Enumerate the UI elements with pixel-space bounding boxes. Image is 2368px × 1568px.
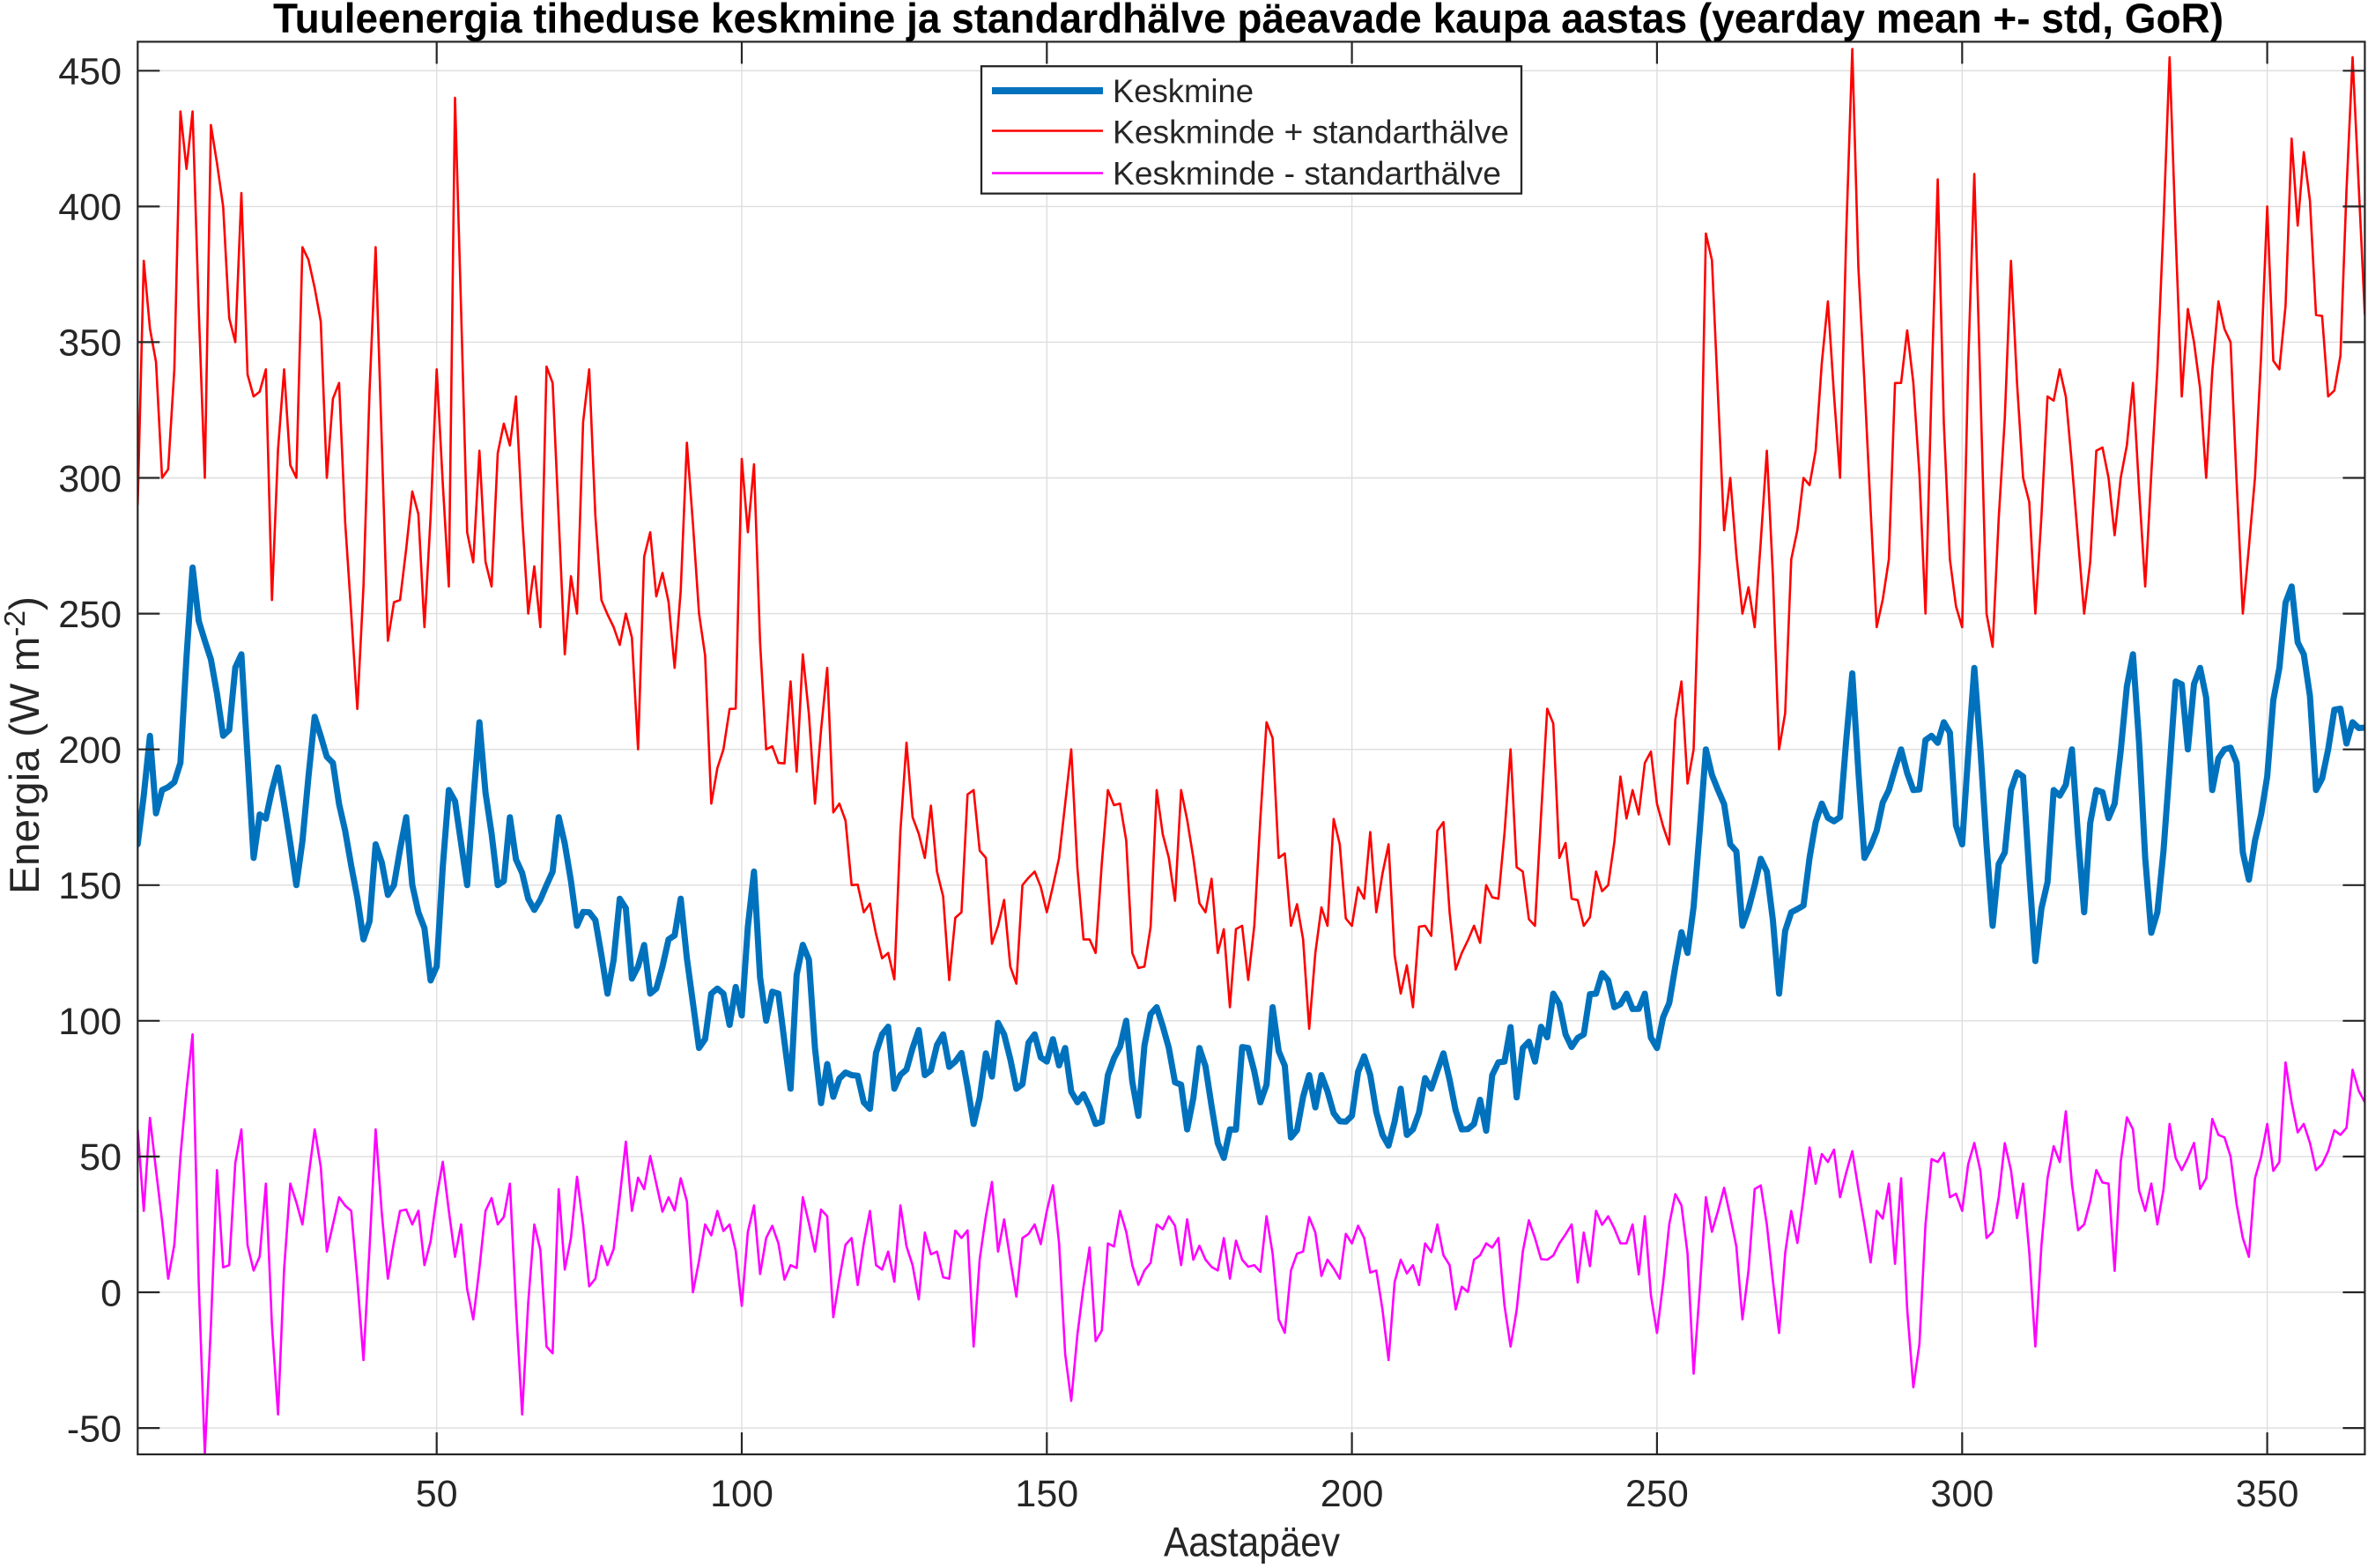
svg-text:200: 200 [58,729,122,772]
svg-text:Tuuleenergia tiheduse keskmine: Tuuleenergia tiheduse keskmine ja standa… [273,0,2224,42]
svg-text:Keskmine: Keskmine [1113,73,1254,109]
svg-text:300: 300 [58,458,122,500]
svg-text:300: 300 [1930,1473,1994,1515]
svg-text:-50: -50 [67,1408,122,1450]
svg-text:0: 0 [100,1272,122,1314]
svg-text:100: 100 [58,1001,122,1043]
svg-text:450: 450 [58,51,122,93]
svg-text:Keskminde + standarthälve: Keskminde + standarthälve [1113,115,1509,151]
svg-text:Aastapäev: Aastapäev [1164,1520,1340,1564]
svg-text:150: 150 [58,865,122,907]
svg-text:100: 100 [710,1473,773,1515]
svg-text:Energia (W m-2): Energia (W m-2) [0,596,48,894]
svg-text:250: 250 [58,594,122,636]
svg-text:400: 400 [58,187,122,229]
svg-text:350: 350 [2236,1473,2299,1515]
svg-text:Keskminde - standarthälve: Keskminde - standarthälve [1113,155,1501,191]
svg-text:200: 200 [1321,1473,1384,1515]
svg-text:150: 150 [1015,1473,1078,1515]
svg-text:50: 50 [79,1136,122,1179]
svg-text:350: 350 [58,322,122,365]
svg-text:50: 50 [416,1473,458,1515]
svg-text:250: 250 [1625,1473,1689,1515]
